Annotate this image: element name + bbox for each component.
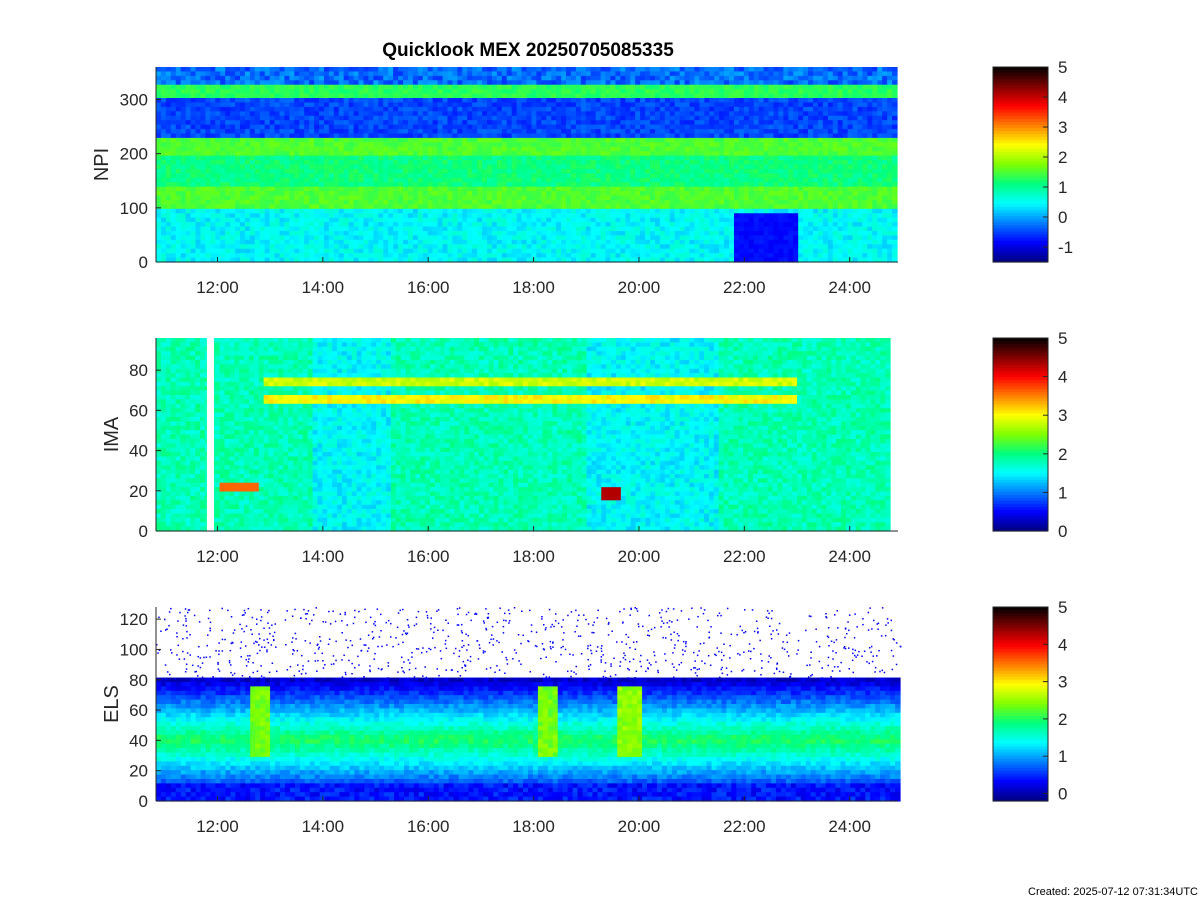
x-tick-label: 18:00: [512, 278, 555, 297]
y-tick-label: 0: [139, 522, 148, 541]
figure-title: Quicklook MEX 20250705085335: [382, 40, 674, 61]
panel-els: 12:00 14:00 16:00 18:00 20:00 22:00 24:0002040…: [101, 598, 1067, 836]
colorbar-tick-label: 0: [1058, 785, 1067, 804]
x-tick-label: 12:00: [196, 817, 239, 836]
y-tick-label: 0: [139, 253, 148, 272]
y-tick-label: 0: [139, 792, 148, 811]
colorbar-tick-label: 0: [1058, 522, 1067, 541]
x-tick-label: 20:00: [618, 278, 661, 297]
colorbar-tick-label: -1: [1058, 238, 1073, 257]
y-tick-label: 80: [129, 361, 148, 380]
x-tick-label: 14:00: [302, 547, 345, 566]
x-tick-label: 12:00: [196, 547, 239, 566]
ima-heatmap: [156, 338, 891, 532]
els-colorbar: 0 1 2 3 4 5: [993, 598, 1067, 804]
x-tick-label: 20:00: [618, 817, 661, 836]
npi-colorbar: -1 0 1 2 3 4 5: [993, 58, 1073, 263]
colorbar-tick-label: 2: [1058, 710, 1067, 729]
y-tick-label: 60: [129, 401, 148, 420]
x-tick-label: 24:00: [828, 278, 871, 297]
colorbar-tick-label: 2: [1058, 148, 1067, 167]
y-tick-label: 40: [129, 731, 148, 750]
x-tick-label: 18:00: [512, 547, 555, 566]
y-tick-label: 300: [120, 91, 148, 110]
npi-heatmap: [156, 67, 898, 263]
colorbar-tick-label: 0: [1058, 208, 1067, 227]
y-axis-label: ELS: [101, 685, 123, 723]
y-tick-label: 200: [120, 145, 148, 164]
x-tick-label: 20:00: [618, 547, 661, 566]
colorbar-tick-label: 3: [1058, 673, 1067, 692]
y-tick-label: 80: [129, 671, 148, 690]
y-axis-label: NPI: [91, 148, 113, 181]
colorbar-tick-label: 4: [1058, 88, 1067, 107]
y-tick-label: 40: [129, 442, 148, 461]
colorbar-tick-label: 1: [1058, 747, 1067, 766]
x-tick-label: 16:00: [407, 547, 450, 566]
ima-colorbar: 0 1 2 3 4 5: [993, 329, 1067, 541]
x-tick-label: 22:00: [723, 278, 766, 297]
x-tick-label: 24:00: [828, 547, 871, 566]
y-axis-label: IMA: [101, 416, 123, 452]
colorbar-tick-label: 3: [1058, 406, 1067, 425]
x-tick-label: 24:00: [828, 817, 871, 836]
y-tick-label: 20: [129, 482, 148, 501]
colorbar-tick-label: 1: [1058, 178, 1067, 197]
x-tick-label: 22:00: [723, 817, 766, 836]
colorbar-tick-label: 2: [1058, 445, 1067, 464]
y-tick-label: 60: [129, 701, 148, 720]
x-tick-label: 16:00: [407, 278, 450, 297]
colorbar-tick-label: 5: [1058, 58, 1067, 77]
panel-npi: 12:00 14:00 16:00 18:00 20:00 22:00 24:00 0 100 2…: [91, 58, 1073, 297]
y-tick-label: 120: [120, 610, 148, 629]
y-tick-label: 100: [120, 640, 148, 659]
els-heatmap: [156, 607, 901, 802]
colorbar-tick-label: 1: [1058, 483, 1067, 502]
x-tick-label: 12:00: [196, 278, 239, 297]
colorbar-tick-label: 3: [1058, 118, 1067, 137]
panel-ima: 12:00 14:00 16:00 18:00 20:00 22:00 24:0002040…: [101, 329, 1067, 566]
y-tick-label: 100: [120, 199, 148, 218]
x-tick-label: 14:00: [302, 278, 345, 297]
x-tick-label: 18:00: [512, 817, 555, 836]
x-tick-label: 16:00: [407, 817, 450, 836]
colorbar-tick-label: 4: [1058, 368, 1067, 387]
created-timestamp: Created: 2025-07-12 07:31:34UTC: [1028, 886, 1198, 898]
x-tick-label: 22:00: [723, 547, 766, 566]
x-tick-label: 14:00: [302, 817, 345, 836]
y-tick-label: 20: [129, 762, 148, 781]
colorbar-tick-label: 4: [1058, 635, 1067, 654]
colorbar-tick-label: 5: [1058, 598, 1067, 617]
ima-data-gap: [207, 338, 214, 531]
colorbar-tick-label: 5: [1058, 329, 1067, 348]
